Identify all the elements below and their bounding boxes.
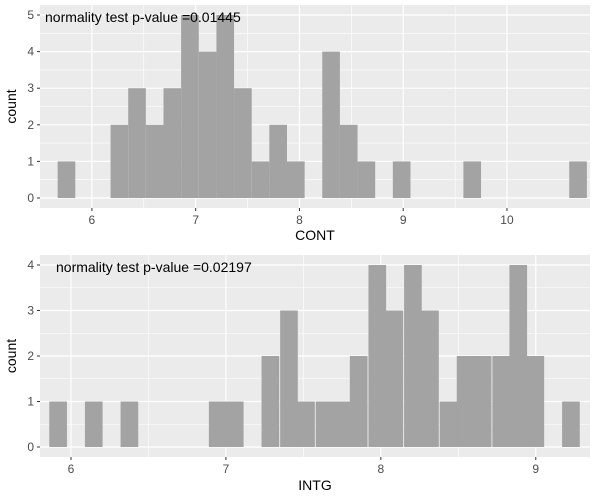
histogram-bar	[163, 88, 182, 198]
histogram-bar	[208, 401, 227, 447]
histogram-bar	[463, 161, 482, 198]
histogram-panel-cont: 0 1 2 3 4 5 6 7 8 9 10 normality test p-value =0.…	[3, 5, 590, 243]
y-axis-label: count	[3, 339, 19, 373]
histogram-bar	[128, 88, 146, 198]
x-tick-label: 10	[500, 213, 514, 227]
y-tick-label: 3	[27, 304, 34, 318]
histogram-panel-intg: 0 1 2 3 4 6 7 8 9 normality test p-value =0.021…	[3, 255, 590, 493]
y-tick-label: 1	[27, 154, 34, 168]
histogram-bar	[251, 161, 270, 198]
y-axis-ticks: 0 1 2 3 4 5	[27, 8, 40, 205]
histogram-bar	[368, 265, 387, 447]
histogram-bar	[261, 356, 280, 447]
histogram-bar	[286, 161, 305, 198]
histogram-bar	[339, 124, 358, 198]
histogram-bar	[526, 356, 545, 447]
x-tick-label: 9	[400, 213, 407, 227]
histogram-bar	[225, 401, 244, 447]
x-tick-label: 7	[192, 213, 199, 227]
histogram-bar	[110, 124, 129, 198]
y-tick-label: 2	[27, 118, 34, 132]
y-tick-label: 3	[27, 81, 34, 95]
histogram-bar	[315, 401, 334, 447]
histogram-bar	[145, 124, 164, 198]
x-axis-ticks: 6 7 8 9 10	[89, 208, 514, 227]
histogram-bar	[492, 356, 511, 447]
x-axis-label: INTG	[298, 477, 331, 493]
histogram-bar	[357, 161, 376, 198]
histogram-bar	[269, 124, 287, 198]
histogram-bar	[456, 356, 475, 447]
histogram-bar	[349, 356, 368, 447]
histogram-bar	[322, 51, 340, 198]
histogram-bars	[57, 15, 587, 198]
histogram-bar	[392, 161, 411, 198]
histogram-bar	[569, 161, 587, 198]
x-tick-label: 7	[223, 462, 230, 476]
x-tick-label: 8	[296, 213, 303, 227]
y-tick-label: 5	[27, 8, 34, 22]
y-axis-label: count	[3, 89, 19, 123]
x-tick-label: 6	[89, 213, 96, 227]
histogram-bar	[49, 401, 67, 447]
histogram-bar	[385, 310, 404, 447]
y-tick-label: 2	[27, 349, 34, 363]
x-tick-label: 8	[378, 462, 385, 476]
histogram-bar	[234, 88, 252, 198]
histogram-bar	[57, 161, 76, 198]
histogram-bar	[120, 401, 139, 447]
y-tick-label: 4	[27, 258, 34, 272]
histogram-bar	[280, 310, 298, 447]
histogram-bar	[198, 51, 217, 198]
histogram-bar	[181, 15, 199, 198]
histogram-bar	[404, 265, 422, 447]
x-tick-label: 6	[68, 462, 75, 476]
histogram-bar	[421, 310, 439, 447]
y-tick-label: 0	[27, 440, 34, 454]
histogram-bar	[509, 265, 528, 447]
x-axis-ticks: 6 7 8 9	[68, 457, 539, 476]
x-axis-label: CONT	[295, 227, 335, 243]
histogram-bar	[332, 401, 351, 447]
histogram-bar	[216, 15, 235, 198]
histogram-bar	[439, 401, 458, 447]
normality-test-annotation: normality test p-value =0.02197	[56, 259, 252, 275]
histogram-bars	[49, 265, 580, 447]
histogram-bar	[562, 401, 580, 447]
histogram-bar	[84, 401, 103, 447]
x-tick-label: 9	[532, 462, 539, 476]
y-axis-ticks: 0 1 2 3 4	[27, 258, 40, 454]
normality-test-annotation: normality test p-value =0.01445	[45, 9, 241, 25]
y-tick-label: 1	[27, 395, 34, 409]
histogram-bar	[473, 356, 492, 447]
histogram-bar	[297, 401, 315, 447]
y-tick-label: 0	[27, 191, 34, 205]
y-tick-label: 4	[27, 45, 34, 59]
